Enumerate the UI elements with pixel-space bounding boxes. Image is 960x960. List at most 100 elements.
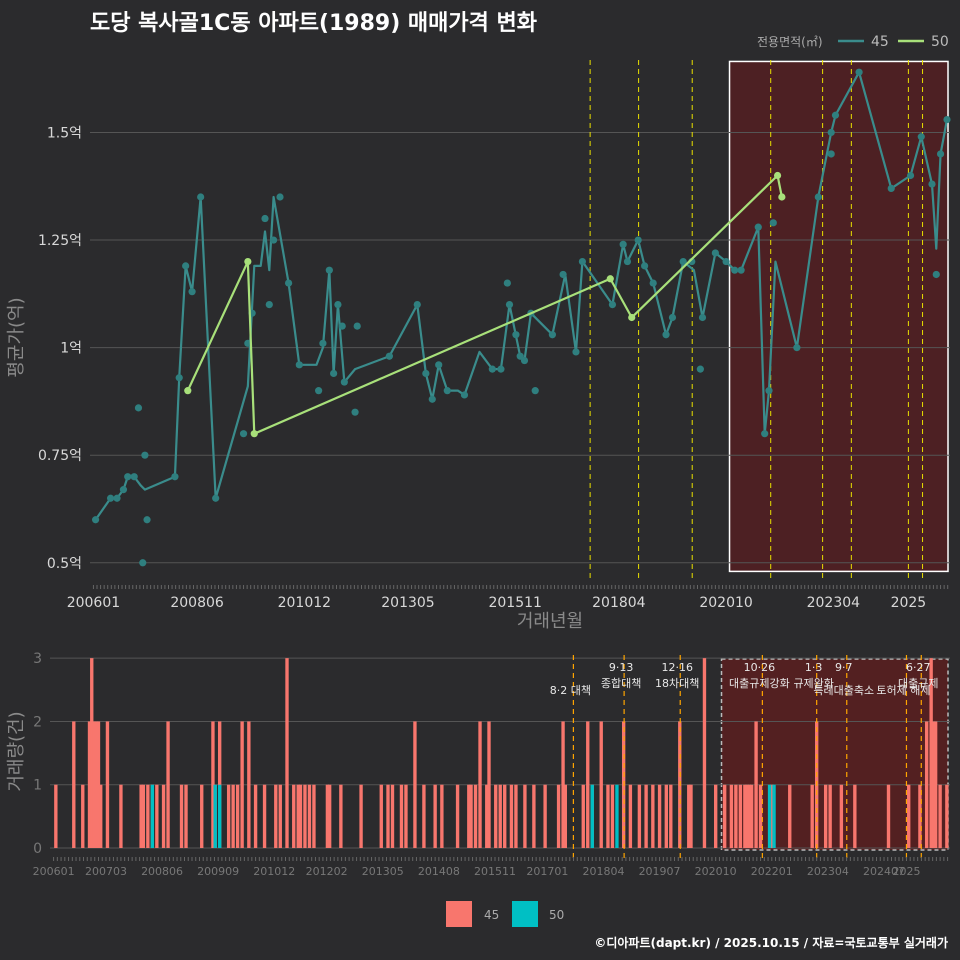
bar-45 [907,784,911,848]
x-tick-label-bottom: 200703 [85,865,127,878]
x-tick-label-bottom: 2025 [892,865,920,878]
bar-45 [637,784,642,848]
series-50-point [184,387,192,395]
series-45-point [143,516,151,524]
series-45-point [497,365,505,373]
bar-45 [292,784,296,848]
series-45-point [276,193,284,201]
bar-45 [644,784,648,848]
bar-45 [386,784,390,848]
bar-45 [422,784,426,848]
bar-50 [217,784,222,848]
series-45-point [928,180,936,188]
series-45-point [338,322,346,330]
bar-45 [413,721,417,848]
bar-45 [96,721,101,848]
bar-45 [687,784,691,848]
bar-45 [523,784,527,848]
bar-45 [307,784,312,848]
series-45-point [906,171,915,180]
price-plot: 0.5억 0.75억 1억 1.25억 1.5억 200601 200806 201012 20… [6,60,951,632]
series-45-point [512,331,520,339]
bar-45 [494,784,498,848]
bar-45 [296,784,300,848]
bar-45 [253,784,258,848]
series-45-point [340,378,348,386]
series-50-point [773,171,782,180]
bar-45 [599,721,603,848]
bar-45 [747,784,752,848]
x-tick-label: 202010 [699,595,752,611]
bar-45 [303,784,307,848]
x-tick-label-bottom: 200601 [33,865,75,878]
x-tick-label-bottom: 202201 [751,865,793,878]
x-tick-label: 201511 [488,595,541,611]
policy-date: 1·3 [805,661,823,674]
series-45-point [124,473,132,481]
chart-title: 도당 복사골1C동 아파트(1989) 매매가격 변화 [90,11,537,36]
bar-45 [561,721,565,848]
legend-bar-50-swatch [512,901,538,927]
bar-45 [211,721,215,848]
bar-45 [247,721,251,848]
series-45-point [443,387,451,395]
bar-45 [610,784,615,848]
bar-45 [90,658,94,848]
policy-date: 9·7 [835,661,853,674]
bar-45 [754,721,758,848]
bar-45 [743,784,747,848]
bar-45 [498,784,502,848]
series-45-point [460,391,469,399]
policy-date: 10·26 [744,661,776,674]
bar-45 [886,784,891,848]
bar-45 [702,658,707,848]
bar-45 [810,784,814,848]
bar-50 [150,784,155,848]
y-axis-title-bottom: 거래량(건) [6,711,27,791]
bar-45 [945,784,949,848]
bar-45 [543,784,547,848]
bar-45 [146,784,150,848]
bar-45 [325,784,330,848]
series-45-point [351,408,359,416]
series-45-point [578,257,587,266]
series-45-point [855,68,863,76]
series-45-point [641,262,649,270]
series-45-point [265,300,273,309]
series-45-point [936,150,945,158]
bar-45 [240,721,244,848]
bar-45 [94,721,98,848]
series-45-point [182,262,190,270]
bar-45 [931,721,936,848]
bar-45 [99,784,103,848]
series-45-point [711,249,719,257]
bar-45 [467,784,471,848]
series-45-point [334,300,342,309]
x-tick-label-bottom: 201701 [526,865,568,878]
series-50-point [606,275,614,283]
bar-45 [184,784,188,848]
series-45-point [130,473,138,481]
bar-45 [390,784,395,848]
series-45-point [623,257,632,266]
series-45-point [488,365,496,373]
series-45-point [188,288,196,296]
bar-45 [226,784,231,848]
series-45-point [422,369,430,378]
bar-50 [767,784,772,848]
bar-45 [938,784,942,848]
series-45-point [765,387,773,395]
bar-45 [651,784,655,848]
series-45-point [91,516,100,524]
bar-45 [141,784,146,848]
bar-45 [714,784,718,848]
series-45-point [827,150,835,158]
series-45-point [662,331,670,339]
bar-45 [440,784,444,848]
bar-45 [689,784,693,848]
series-45-point [113,494,121,502]
series-45-point [761,430,769,438]
series-50-point [778,193,786,201]
bar-45 [924,721,929,848]
